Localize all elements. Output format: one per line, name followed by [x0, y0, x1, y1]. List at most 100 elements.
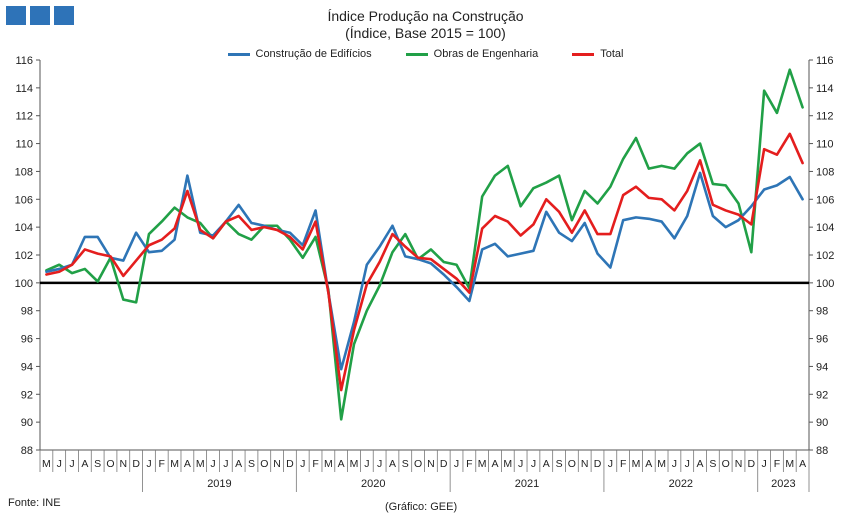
y-tick-label-right: 112: [816, 111, 834, 123]
x-month-label: A: [81, 458, 88, 470]
legend-label-edificios: Construção de Edifícios: [255, 48, 372, 60]
x-year-label: 2023: [771, 478, 795, 490]
x-month-label: M: [42, 458, 51, 470]
y-tick-label-left: 116: [15, 55, 33, 67]
y-tick-label-left: 94: [21, 361, 33, 373]
x-month-label: O: [568, 458, 576, 470]
x-month-label: J: [69, 458, 74, 470]
x-month-label: N: [120, 458, 128, 470]
x-month-label: J: [608, 458, 613, 470]
y-tick-label-right: 96: [816, 334, 828, 346]
x-month-label: D: [286, 458, 294, 470]
y-tick-label-right: 94: [816, 361, 828, 373]
x-month-label: A: [491, 458, 498, 470]
chart-legend: Construção de Edifícios Obras de Engenha…: [0, 48, 851, 60]
logo-block-3: [54, 6, 74, 25]
x-month-label: J: [454, 458, 459, 470]
y-tick-label-left: 114: [15, 83, 33, 95]
x-month-label: A: [799, 458, 806, 470]
y-tick-label-right: 92: [816, 389, 828, 401]
chart-subtitle: (Índice, Base 2015 = 100): [345, 25, 506, 41]
x-month-label: O: [106, 458, 114, 470]
legend-swatch-edificios: [227, 52, 250, 56]
x-month-label: D: [440, 458, 448, 470]
x-month-label: N: [427, 458, 435, 470]
x-month-label: A: [184, 458, 191, 470]
x-month-label: J: [210, 458, 215, 470]
legend-item-engenharia: Obras de Engenharia: [405, 48, 539, 60]
y-tick-label-right: 106: [816, 194, 834, 206]
x-month-label: J: [300, 458, 305, 470]
y-tick-label-right: 104: [816, 222, 834, 234]
logo-block-2: [30, 6, 50, 25]
series-line-engenharia: [45, 68, 804, 421]
y-tick-label-right: 90: [816, 417, 828, 429]
x-month-label: O: [414, 458, 422, 470]
y-tick-label-left: 112: [15, 111, 33, 123]
x-month-label: M: [785, 458, 794, 470]
y-tick-label-left: 88: [21, 445, 33, 457]
y-tick-label-right: 102: [816, 250, 834, 262]
y-tick-label-right: 114: [816, 83, 834, 95]
x-month-label: M: [324, 458, 333, 470]
x-month-label: F: [159, 458, 165, 470]
x-month-label: D: [594, 458, 602, 470]
y-tick-label-left: 102: [15, 250, 33, 262]
x-month-label: M: [657, 458, 666, 470]
x-month-label: S: [402, 458, 409, 470]
x-month-label: A: [645, 458, 652, 470]
x-month-label: S: [709, 458, 716, 470]
y-tick-label-right: 88: [816, 445, 828, 457]
chart-title: Índice Produção na Construção: [327, 8, 524, 24]
x-year-label: 2021: [515, 478, 539, 490]
x-month-label: A: [697, 458, 704, 470]
y-tick-label-left: 92: [21, 389, 33, 401]
x-month-label: F: [774, 458, 780, 470]
legend-label-total: Total: [600, 48, 624, 60]
x-month-label: M: [478, 458, 487, 470]
x-year-label: 2020: [361, 478, 385, 490]
x-month-label: J: [762, 458, 767, 470]
x-month-label: J: [146, 458, 151, 470]
y-tick-label-left: 104: [15, 222, 33, 234]
x-month-label: M: [170, 458, 179, 470]
x-month-label: J: [531, 458, 536, 470]
y-tick-label-right: 110: [816, 139, 834, 151]
x-month-label: J: [672, 458, 677, 470]
series-line-total: [45, 132, 804, 392]
logo-block-1: [6, 6, 26, 25]
legend-item-total: Total: [572, 48, 624, 60]
chart-credit: (Gráfico: GEE): [385, 501, 458, 513]
series-line-edificios: [45, 171, 804, 371]
x-month-label: J: [518, 458, 523, 470]
y-tick-label-left: 100: [15, 278, 33, 290]
y-tick-label-left: 90: [21, 417, 33, 429]
y-tick-label-right: 108: [816, 166, 834, 178]
x-month-label: M: [196, 458, 205, 470]
x-month-label: S: [248, 458, 255, 470]
x-month-label: J: [57, 458, 62, 470]
x-month-label: M: [632, 458, 641, 470]
x-month-label: S: [556, 458, 563, 470]
x-month-label: A: [338, 458, 345, 470]
x-month-label: N: [581, 458, 589, 470]
y-tick-label-right: 100: [816, 278, 834, 290]
x-month-label: A: [543, 458, 550, 470]
y-tick-label-right: 98: [816, 306, 828, 318]
legend-label-engenharia: Obras de Engenharia: [433, 48, 539, 60]
y-tick-label-left: 96: [21, 334, 33, 346]
x-month-label: M: [503, 458, 512, 470]
x-month-label: S: [94, 458, 101, 470]
x-month-label: A: [235, 458, 242, 470]
x-year-label: 2022: [669, 478, 693, 490]
source-note: Fonte: INE: [8, 497, 61, 509]
x-month-label: N: [735, 458, 743, 470]
legend-swatch-engenharia: [405, 52, 428, 56]
x-month-label: D: [748, 458, 756, 470]
x-month-label: J: [685, 458, 690, 470]
x-month-label: J: [377, 458, 382, 470]
y-tick-label-left: 98: [21, 306, 33, 318]
x-month-label: O: [260, 458, 268, 470]
x-month-label: F: [466, 458, 472, 470]
